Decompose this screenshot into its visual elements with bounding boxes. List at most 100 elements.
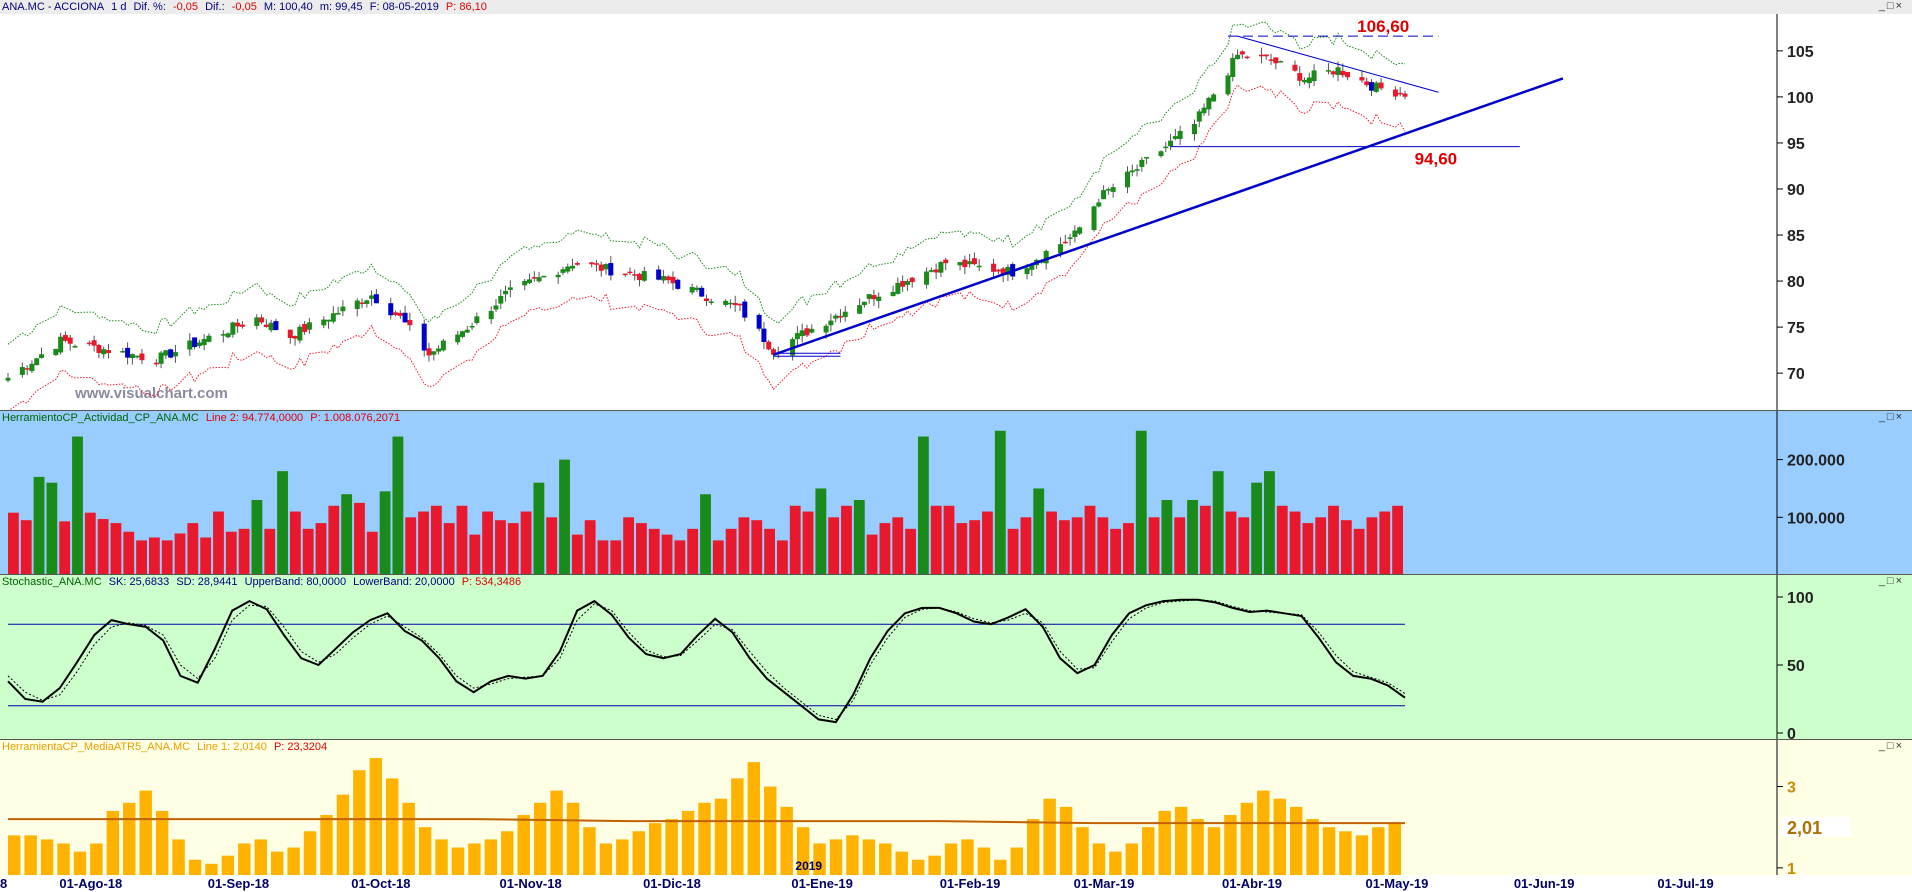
volume-bar [1135,430,1147,575]
candle [91,335,97,352]
window-buttons[interactable]: _□× [1878,0,1904,12]
candle-body [1067,237,1073,239]
candle-body [804,328,810,336]
year-marker: 2019 [795,859,823,873]
atr-bar [846,835,859,876]
candle-body [38,354,44,358]
candle [1139,157,1145,172]
candle-body [823,325,829,333]
candle-body [474,316,480,323]
candle [469,323,475,331]
candle [1402,90,1408,100]
candle-body [91,340,97,346]
atr-bar [90,843,103,876]
atr-bar [616,839,629,876]
volume-bar [1392,505,1403,575]
candle [565,263,571,274]
candle-body [871,295,877,300]
candle [498,289,504,309]
candle-body [1158,151,1164,157]
candle [168,348,174,359]
candle-body [1191,124,1197,135]
volume-chart: 200.000 100.000 [8,411,1845,575]
candle-body [225,333,231,338]
candle [1297,66,1303,86]
candle [732,295,738,312]
atr-bar [369,758,383,876]
volume-bar [1187,500,1198,575]
candle [292,335,298,346]
window-buttons[interactable]: _□× [1878,740,1904,752]
x-tick-label: 01-Jun-19 [1513,876,1575,891]
candle-body [230,322,236,335]
atr-bar [1322,827,1336,876]
candle-body [507,287,513,290]
candle [1369,79,1375,97]
candle-body [1134,169,1140,171]
volume-bar [1238,517,1250,575]
candle-body [426,348,432,356]
candle [129,353,135,365]
candle-body [656,269,662,280]
candle [1345,72,1351,81]
atr-bar [106,810,120,876]
candle-body [306,322,312,330]
volume-bar [238,528,250,575]
candle-body [330,313,336,322]
candle [369,290,375,306]
candle [1278,60,1284,63]
x-axis: 8 01-Ago-18 01-Sep-18 01-Oct-18 01-Nov-18 01-… [0,859,1912,892]
candle [522,278,528,291]
candle [570,258,576,272]
candle-body [1105,189,1111,191]
volume-bar [277,471,288,575]
candle-body [1340,70,1346,76]
candle [928,267,934,273]
candle [1110,183,1116,198]
window-buttons[interactable]: _□× [1878,411,1904,423]
volume-bar [1302,523,1314,575]
candle-body [809,328,815,333]
candle-body [292,336,298,339]
candle [431,351,437,361]
candle-body [1024,268,1030,275]
volume-bar [994,430,1006,575]
candle-body [340,306,346,312]
candle [38,347,44,359]
candle [302,320,308,335]
candle [1101,185,1107,200]
volume-bar [930,505,942,575]
candle-body [58,336,64,353]
atr-bar [731,778,744,876]
window-buttons[interactable]: _□× [1878,575,1904,587]
volume-bar [59,521,71,575]
candle-body [632,274,638,276]
timeframe-label: 1 d [111,1,127,13]
volume-bar [559,459,570,575]
atr-bar [435,839,448,876]
atr-bar [287,847,300,876]
atr-bar [533,802,547,876]
candle [1364,77,1370,88]
candle-body [192,337,198,347]
volume-bar [571,534,583,575]
candle-body [943,259,949,264]
candle [1225,72,1231,96]
candle-body [1091,206,1097,231]
candle [809,324,815,334]
candle [1096,198,1102,208]
candle-body [536,277,542,282]
candle-body [1201,107,1207,114]
candle [957,261,963,271]
candle [373,289,379,304]
candle-body [708,301,714,303]
atr-bar [1240,802,1254,876]
x-tick-label: 01-Mar-19 [1073,876,1135,891]
volume-bar [802,511,814,575]
candle-body [335,313,341,315]
candle-body [5,377,11,381]
candle-body [153,362,159,365]
atr-bar [517,815,530,876]
candle-body [895,282,901,294]
candle-body [598,264,604,271]
